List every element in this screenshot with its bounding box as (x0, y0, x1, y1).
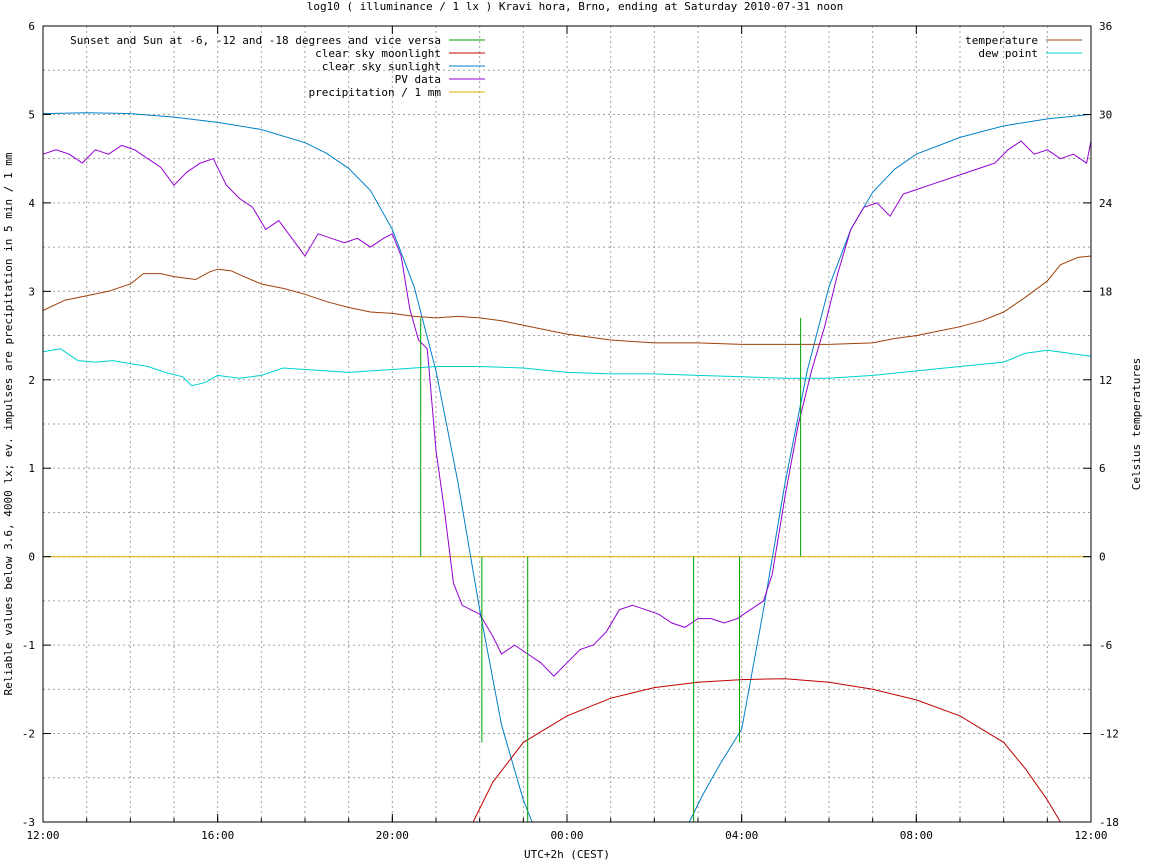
y-tick-label: -1 (22, 639, 35, 652)
x-tick-label: 00:00 (550, 829, 583, 842)
legend-label: Sunset and Sun at -6, -12 and -18 degree… (70, 34, 441, 47)
y-tick-label: 2 (28, 374, 35, 387)
y-tick-label: 6 (28, 20, 35, 33)
series-pv-data (42, 140, 1092, 677)
axis-ticks: 12:00 16:00 20:00 00:00 04:00 08:00 12:00-3-2-… (22, 20, 1119, 842)
y2-tick-label: 6 (1099, 462, 1106, 475)
y2-tick-label: 36 (1099, 20, 1112, 33)
y-tick-label: -3 (22, 816, 35, 829)
y-tick-label: 3 (28, 285, 35, 298)
y2-tick-label: 18 (1099, 285, 1112, 298)
series-clear-sky-sunlight (42, 112, 533, 823)
x-tick-label: 12:00 (26, 829, 59, 842)
legend-left: Sunset and Sun at -6, -12 and -18 degree… (70, 34, 485, 99)
y-tick-label: 4 (28, 197, 35, 210)
y2-tick-label: -6 (1099, 639, 1112, 652)
series-layer (42, 112, 1092, 823)
y-tick-label: 0 (28, 551, 35, 564)
y-tick-label: 5 (28, 108, 35, 121)
x-tick-label: 04:00 (725, 829, 758, 842)
y2-tick-label: -18 (1099, 816, 1119, 829)
x-tick-label: 20:00 (376, 829, 409, 842)
x-tick-label: 16:00 (201, 829, 234, 842)
chart-title: log10 ( illuminance / 1 lx ) Kravi hora,… (307, 0, 843, 13)
y-tick-label: 1 (28, 462, 35, 475)
legend-label: dew point (978, 47, 1038, 60)
x-tick-label: 08:00 (900, 829, 933, 842)
y2-tick-label: 30 (1099, 108, 1112, 121)
series-temperature (42, 255, 1092, 345)
grid (43, 26, 1091, 822)
series-clear-sky-moonlight (472, 678, 1061, 823)
y2-tick-label: 0 (1099, 551, 1106, 564)
y2-tick-label: -12 (1099, 728, 1119, 741)
legend-label: temperature (965, 34, 1038, 47)
x-tick-label: 12:00 (1074, 829, 1107, 842)
y-axis-label: Reliable values below 3.6, 4000 lx; ev. … (2, 152, 15, 695)
legend-label: clear sky moonlight (315, 47, 441, 60)
series-clear-sky-sunlight (688, 113, 1092, 823)
y-tick-label: -2 (22, 728, 35, 741)
legend-label: PV data (395, 73, 441, 86)
legend-label: clear sky sunlight (322, 60, 441, 73)
x-axis-label: UTC+2h (CEST) (524, 848, 610, 861)
legend-label: precipitation / 1 mm (309, 86, 442, 99)
y2-tick-label: 24 (1099, 197, 1113, 210)
y2-axis-label: Celsius temperatures (1130, 358, 1143, 490)
series-dew-point (42, 348, 1092, 387)
y2-tick-label: 12 (1099, 374, 1112, 387)
